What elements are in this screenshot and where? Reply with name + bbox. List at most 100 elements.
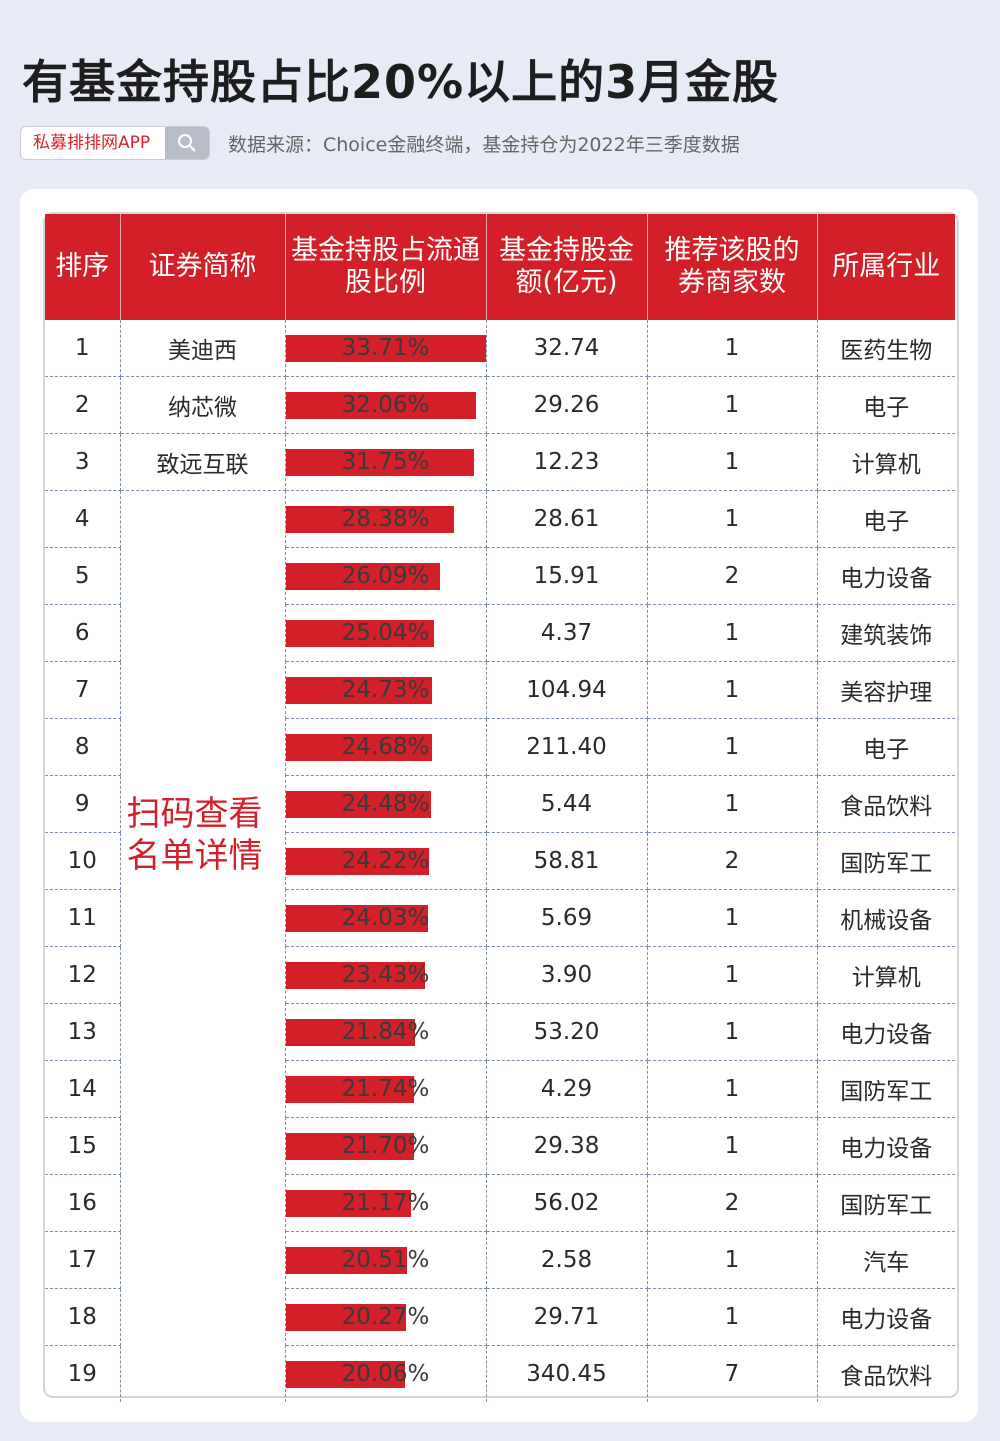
broker-count-cell: 1 (647, 376, 818, 434)
table-row: 3 致远互联 31.75% 12.23 1 计算机 (45, 433, 955, 491)
stock-name-cell: 致远互联 (120, 433, 286, 491)
table-card: 排序 证券简称 基金持股占流通股比例 基金持股金额(亿元) 推荐该股的券商家数 … (20, 189, 978, 1422)
industry-cell: 电力设备 (817, 1288, 955, 1346)
ratio-label: 20.51% (341, 1247, 430, 1273)
ratio-cell: 20.27% (285, 1288, 487, 1346)
stock-name-cell: 纳芯微 (120, 376, 286, 434)
ratio-label: 28.38% (341, 506, 430, 532)
industry-cell: 电力设备 (817, 547, 955, 605)
ratio-cell: 20.06% (285, 1345, 487, 1402)
amount-cell: 5.44 (486, 775, 648, 833)
industry-cell: 汽车 (817, 1231, 955, 1289)
table-row: 11 24.03% 5.69 1 机械设备 (45, 889, 955, 947)
ratio-bar (285, 506, 454, 533)
rank-cell: 16 (45, 1174, 121, 1232)
ratio-cell: 21.84% (285, 1003, 487, 1061)
ratio-label: 20.27% (341, 1304, 430, 1330)
amount-cell: 56.02 (486, 1174, 648, 1232)
industry-cell: 国防军工 (817, 832, 955, 890)
amount-cell: 32.74 (486, 320, 648, 377)
ratio-label: 26.09% (341, 563, 430, 589)
table-row: 5 26.09% 15.91 2 电力设备 (45, 547, 955, 605)
ratio-bar (285, 449, 474, 476)
broker-count-cell: 1 (647, 1288, 818, 1346)
ratio-bar (285, 563, 441, 590)
amount-cell: 5.69 (486, 889, 648, 947)
broker-count-cell: 1 (647, 490, 818, 548)
rank-cell: 15 (45, 1117, 121, 1175)
ratio-cell: 24.68% (285, 718, 487, 776)
ratio-bar (285, 1019, 416, 1046)
industry-cell: 电子 (817, 490, 955, 548)
rank-cell: 11 (45, 889, 121, 947)
ratio-bar (285, 620, 435, 647)
rank-cell: 7 (45, 661, 121, 719)
table-row: 9 24.48% 5.44 1 食品饮料 (45, 775, 955, 833)
amount-cell: 12.23 (486, 433, 648, 491)
scan-note: 扫码查看名单详情 (126, 793, 263, 876)
ratio-cell: 24.48% (285, 775, 487, 833)
rank-cell: 10 (45, 832, 121, 890)
ratio-label: 32.06% (341, 392, 430, 418)
industry-cell: 机械设备 (817, 889, 955, 947)
ratio-bar (285, 1361, 405, 1388)
industry-cell: 国防军工 (817, 1174, 955, 1232)
header-fund-ratio: 基金持股占流通股比例 (285, 214, 487, 320)
amount-cell: 29.38 (486, 1117, 648, 1175)
table-row: 4 扫码查看名单详情 28.38% 28.61 1 电子 (45, 490, 955, 1402)
ratio-cell: 21.70% (285, 1117, 487, 1175)
ratio-label: 21.84% (341, 1019, 430, 1045)
amount-cell: 2.58 (486, 1231, 648, 1289)
ratio-label: 21.74% (341, 1076, 430, 1102)
ratio-bar (285, 791, 431, 818)
table-row: 12 23.43% 3.90 1 计算机 (45, 946, 955, 1004)
ratio-label: 21.70% (341, 1133, 430, 1159)
rank-cell: 4 (45, 490, 121, 548)
table-row: 18 20.27% 29.71 1 电力设备 (45, 1288, 955, 1346)
rank-cell: 2 (45, 376, 121, 434)
amount-cell: 211.40 (486, 718, 648, 776)
ratio-label: 23.43% (341, 962, 430, 988)
ratio-cell: 23.43% (285, 946, 487, 1004)
broker-count-cell: 1 (647, 946, 818, 1004)
ratio-bar (285, 1304, 406, 1331)
table-row: 14 21.74% 4.29 1 国防军工 (45, 1060, 955, 1118)
industry-cell: 美容护理 (817, 661, 955, 719)
search-button[interactable] (165, 127, 209, 159)
table-row: 16 21.17% 56.02 2 国防军工 (45, 1174, 955, 1232)
industry-cell: 医药生物 (817, 320, 955, 377)
broker-count-cell: 1 (647, 1231, 818, 1289)
industry-cell: 电子 (817, 718, 955, 776)
rank-cell: 18 (45, 1288, 121, 1346)
broker-count-cell: 1 (647, 1117, 818, 1175)
amount-cell: 29.71 (486, 1288, 648, 1346)
broker-count-cell: 1 (647, 661, 818, 719)
stock-name-cell: 美迪西 (120, 320, 286, 377)
broker-count-cell: 1 (647, 889, 818, 947)
table-row: 10 24.22% 58.81 2 国防军工 (45, 832, 955, 890)
ratio-cell: 20.51% (285, 1231, 487, 1289)
amount-cell: 29.26 (486, 376, 648, 434)
header-fund-amount: 基金持股金额(亿元) (486, 214, 648, 320)
industry-cell: 电力设备 (817, 1117, 955, 1175)
ratio-bar (285, 1076, 415, 1103)
ratio-cell: 24.73% (285, 661, 487, 719)
ratio-bar (285, 962, 425, 989)
amount-cell: 53.20 (486, 1003, 648, 1061)
industry-cell: 计算机 (817, 433, 955, 491)
ratio-label: 20.06% (341, 1361, 430, 1387)
header-industry: 所属行业 (817, 214, 955, 320)
rank-cell: 6 (45, 604, 121, 662)
ratio-label: 24.68% (341, 734, 430, 760)
industry-cell: 建筑装饰 (817, 604, 955, 662)
ratio-bar (285, 392, 476, 419)
page-title: 有基金持股占比20%以上的3月金股 (22, 55, 780, 109)
amount-cell: 340.45 (486, 1345, 648, 1402)
ratio-bar (285, 677, 433, 704)
search-box[interactable]: 私募排排网APP (20, 126, 210, 160)
ratio-cell: 21.74% (285, 1060, 487, 1118)
stock-table: 排序 证券简称 基金持股占流通股比例 基金持股金额(亿元) 推荐该股的券商家数 … (45, 214, 955, 1402)
rank-cell: 3 (45, 433, 121, 491)
ratio-cell: 28.38% (285, 490, 487, 548)
header-rank: 排序 (45, 214, 121, 320)
